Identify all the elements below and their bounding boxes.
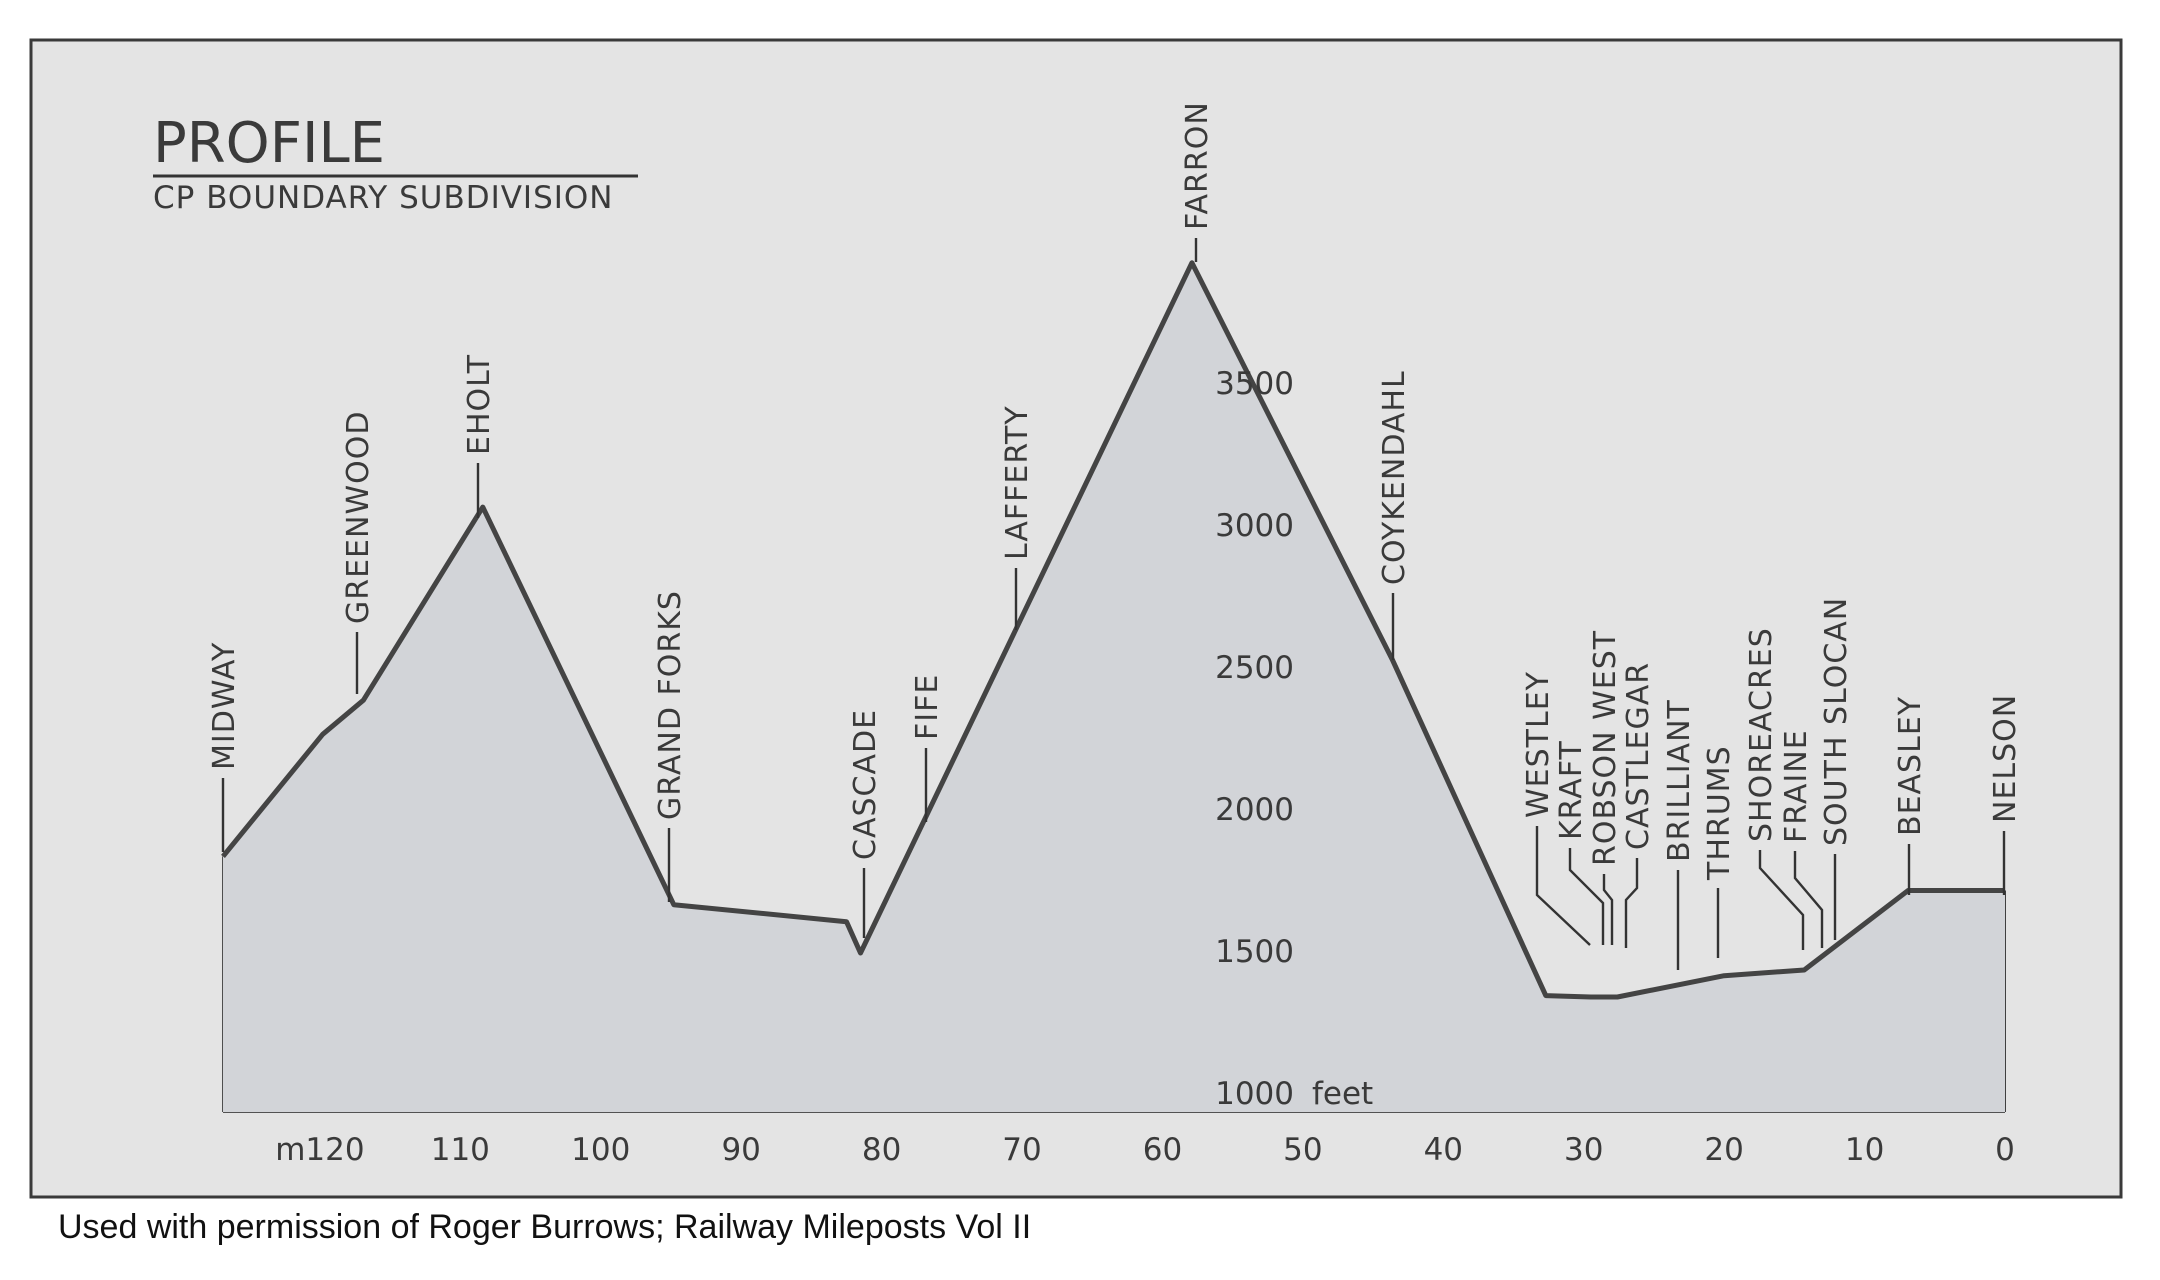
station-label-farron: FARRON (1180, 101, 1215, 230)
station-label-westley: WESTLEY (1521, 671, 1556, 818)
y-tick-label: 3000 (1215, 508, 1294, 544)
station-label-grand-forks: GRAND FORKS (653, 590, 688, 820)
station-label-brilliant: BRILLIANT (1662, 699, 1697, 862)
x-tick-label: 80 (862, 1132, 901, 1168)
station-label-castlegar: CASTLEGAR (1621, 662, 1656, 850)
y-tick-label: 2000 (1215, 792, 1294, 828)
station-label-nelson: NELSON (1988, 694, 2023, 823)
station-label-eholt: EHOLT (462, 354, 497, 455)
station-label-shoreacres: SHOREACRES (1744, 627, 1779, 842)
station-leader (1793, 851, 1824, 948)
station-labels: MIDWAY GREENWOOD EHOLT GRAND FORKS CASCADE FI… (207, 101, 2023, 970)
x-tick-label: 20 (1704, 1132, 1743, 1168)
x-tick-label: m120 (275, 1132, 364, 1168)
x-tick-label: 70 (1002, 1132, 1041, 1168)
station-leader (1624, 858, 1639, 948)
chart-title: PROFILE (153, 111, 385, 176)
station-leader (1535, 826, 1591, 946)
station-label-fife: FIFE (910, 674, 945, 740)
station-label-fraine: FRAINE (1779, 729, 1814, 843)
profile-line (221, 260, 2005, 1000)
x-tick-label: 40 (1424, 1132, 1463, 1168)
x-tick-label: 0 (1995, 1132, 2015, 1168)
station-label-robson-west: ROBSON WEST (1588, 630, 1623, 866)
station-label-south-slocan: SOUTH SLOCAN (1819, 597, 1854, 846)
station-leader (1602, 874, 1614, 945)
title-block: PROFILE CP BOUNDARY SUBDIVISION (153, 111, 638, 216)
x-tick-label: 100 (571, 1132, 630, 1168)
x-tick-label: 60 (1143, 1132, 1182, 1168)
y-tick-label: 1500 (1215, 934, 1294, 970)
station-label-cascade: CASCADE (848, 709, 883, 860)
station-label-coykendahl: COYKENDAHL (1377, 370, 1412, 585)
x-tick-label: 10 (1845, 1132, 1884, 1168)
permission-credit: Used with permission of Roger Burrows; R… (58, 1208, 1032, 1246)
station-label-kraft: KRAFT (1554, 740, 1589, 840)
y-tick-label: 1000 (1215, 1076, 1294, 1112)
station-label-lafferty: LAFFERTY (1000, 405, 1035, 560)
y-tick-label: 2500 (1215, 650, 1294, 686)
station-label-thrums: THRUMS (1702, 745, 1737, 881)
station-label-greenwood: GREENWOOD (341, 411, 376, 624)
x-tick-label: 110 (431, 1132, 490, 1168)
station-leader (1568, 848, 1605, 945)
chart-subtitle: CP BOUNDARY SUBDIVISION (153, 180, 613, 216)
station-label-beasley: BEASLEY (1893, 696, 1928, 836)
station-leader (1758, 850, 1805, 950)
x-tick-label: 50 (1283, 1132, 1322, 1168)
axis-labels: m120 110 100 90 80 70 60 50 40 30 20 10 010001500200… (275, 366, 2015, 1168)
x-tick-label: 30 (1564, 1132, 1603, 1168)
y-unit-label: feet (1312, 1076, 1373, 1112)
y-tick-label: 3500 (1215, 366, 1294, 402)
station-label-midway: MIDWAY (207, 642, 242, 770)
x-tick-label: 90 (721, 1132, 760, 1168)
